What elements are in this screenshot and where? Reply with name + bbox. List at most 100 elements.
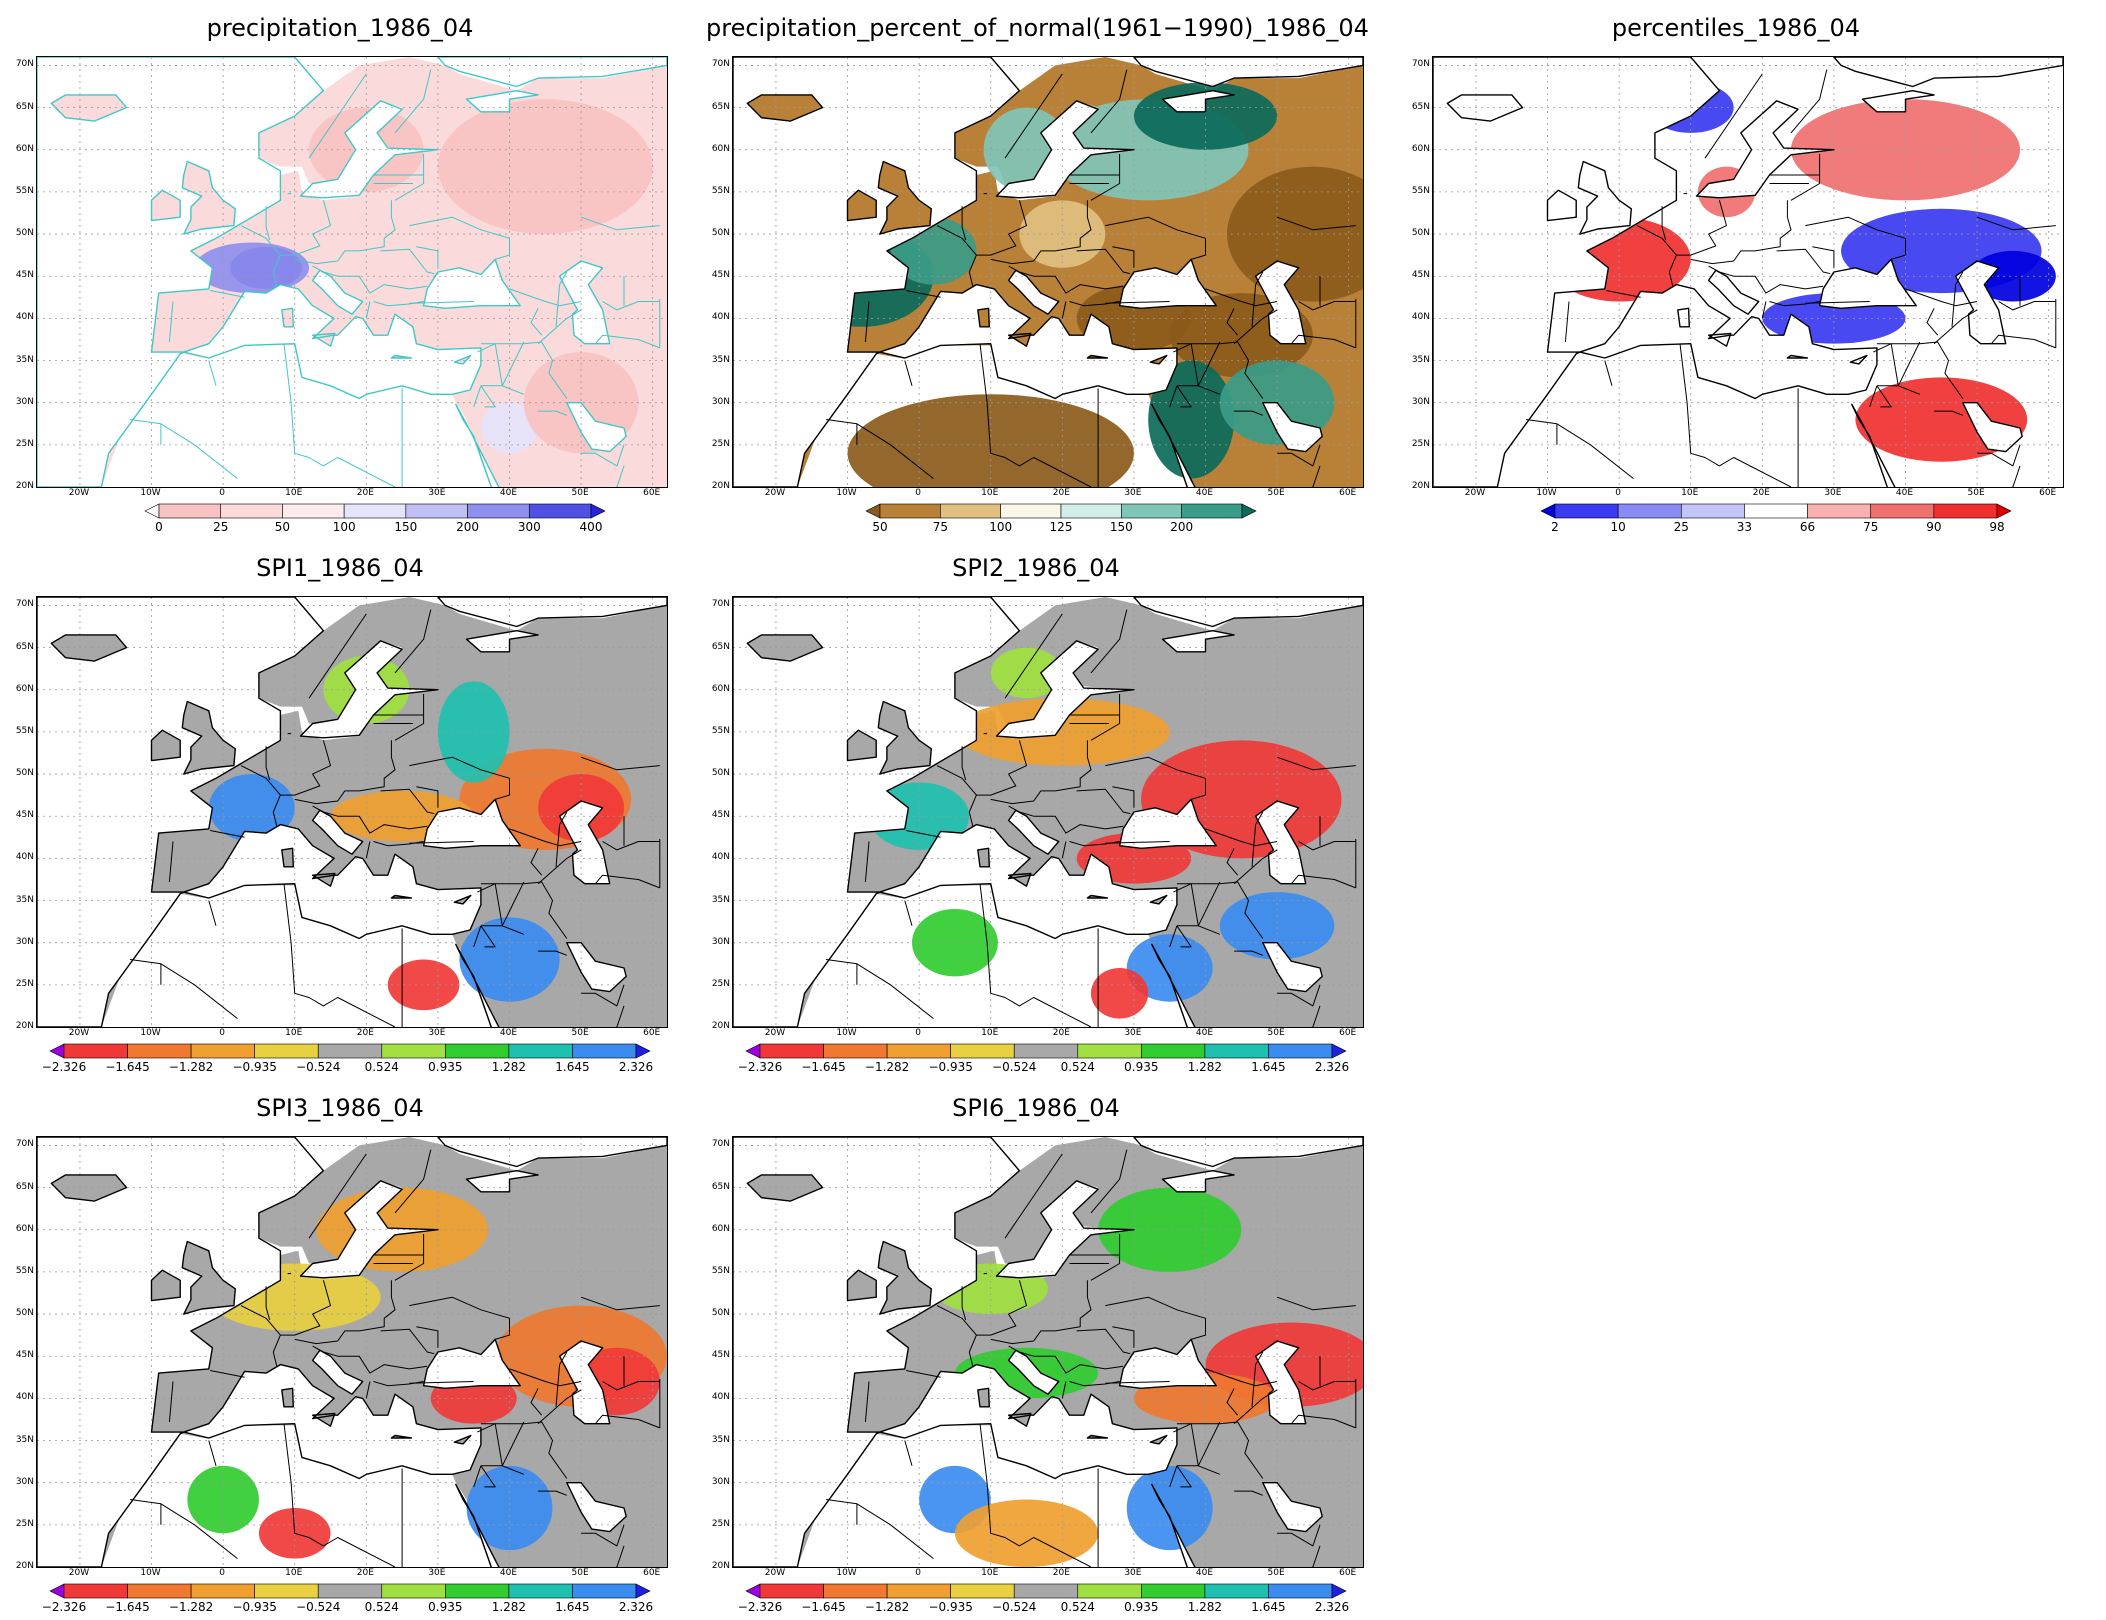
field-anomaly-patch — [1219, 892, 1335, 960]
country-border — [409, 301, 474, 304]
field-anomaly-patch — [187, 1465, 259, 1534]
colorbar-swatch — [220, 503, 283, 519]
island-fill — [1677, 308, 1690, 327]
country-border — [615, 1545, 625, 1567]
map-plot-area — [1432, 56, 2064, 488]
sea-area — [312, 270, 363, 315]
country-border — [530, 308, 543, 336]
coastline — [746, 634, 824, 662]
sea-area — [1162, 630, 1235, 652]
coastline — [1086, 1434, 1109, 1439]
longitude-tick-label: 10W — [836, 488, 857, 498]
coastline — [390, 354, 413, 359]
field-anomaly-patch — [990, 647, 1063, 699]
colorbar-tick-label: 100 — [332, 520, 356, 534]
country-border — [1998, 301, 2056, 311]
country-border — [1076, 248, 1131, 275]
colorbar-ticks: 50 75 100 125 150 200 — [866, 520, 1256, 536]
map-svg — [37, 597, 667, 1027]
map-svg — [733, 597, 1363, 1027]
latitude-tick-label: 50N — [15, 1308, 34, 1319]
sea-mask — [37, 597, 667, 1027]
longitude-tick-label: 50E — [1267, 1028, 1285, 1038]
colorbar-tick-label: 2.326 — [618, 1060, 654, 1074]
island-fill — [182, 161, 236, 235]
latitude-tick-label: 40N — [15, 312, 34, 323]
country-border — [1291, 334, 1356, 349]
country-border — [308, 73, 367, 159]
country-border — [509, 1368, 582, 1387]
colorbar-swatch — [1204, 1583, 1269, 1599]
country-border — [290, 1482, 396, 1567]
country-border — [365, 1381, 371, 1399]
country-border — [864, 841, 870, 883]
country-border — [1812, 246, 1835, 268]
latitude-tick-label: 65N — [711, 1181, 730, 1192]
latitude-tick-label: 35N — [1411, 354, 1430, 365]
map-panel-spi2: SPI2_1986_04 70N 65N 60N 55N 50N 45N 40N 35N 30N 2… — [706, 540, 1366, 1074]
latitude-tick-label: 40N — [711, 852, 730, 863]
latitude-tick-label: 45N — [711, 270, 730, 281]
latitude-tick-label: 70N — [711, 59, 730, 70]
colorbar-legend: 2 10 25 33 66 75 90 98 — [1540, 503, 2012, 538]
colorbar-swatch — [1141, 1043, 1206, 1059]
country-border — [904, 900, 913, 926]
sea-area — [300, 100, 438, 198]
colorbar-tick-label: 0.935 — [1124, 1600, 1159, 1614]
country-border — [1298, 301, 1356, 311]
country-border — [1876, 385, 1920, 395]
longitude-tick-label: 60E — [2039, 488, 2057, 498]
sea-area — [1262, 942, 1323, 992]
colorbar-legend: −2.326 −1.645 −1.282 −0.935 −0.524 0.524 0.935… — [42, 1043, 654, 1078]
country-border — [1311, 1005, 1321, 1027]
coastline — [1161, 1170, 1235, 1193]
field-anomaly-patch — [466, 1465, 553, 1551]
country-border — [602, 841, 660, 851]
coastline — [1149, 354, 1168, 365]
country-border — [380, 1328, 435, 1355]
colorbar-swatch — [886, 1043, 951, 1059]
coastline — [877, 160, 933, 235]
latitude-axis: 70N 65N 60N 55N 50N 45N 40N 35N 30N 25N 20N — [706, 56, 732, 491]
country-border — [1234, 950, 1263, 956]
map-svg — [37, 57, 667, 487]
coastline — [150, 189, 181, 222]
colorbar-swatch — [1013, 1043, 1079, 1059]
latitude-tick-label: 30N — [15, 1476, 34, 1487]
coastline — [1954, 260, 2007, 345]
country-border — [283, 343, 292, 403]
country-border — [1761, 301, 1767, 319]
coastline — [37, 597, 325, 1027]
island-fill — [182, 1241, 236, 1315]
country-border — [856, 1503, 934, 1559]
country-border — [480, 1421, 568, 1479]
country-border — [1226, 308, 1239, 336]
latitude-tick-label: 50N — [711, 1308, 730, 1319]
sea-area — [466, 630, 539, 652]
longitude-tick-label: 50E — [571, 1568, 589, 1578]
colorbar-swatches — [1540, 503, 2012, 519]
country-border — [1934, 410, 1963, 416]
country-border — [501, 1421, 525, 1467]
latitude-axis: 70N 65N 60N 55N 50N 45N 40N 35N 30N 25N 20N — [1406, 56, 1432, 491]
colorbar-swatch — [1077, 1583, 1142, 1599]
longitude-axis: 20W 10W 0 10E 20E 30E 40E 50E 60E — [36, 488, 666, 502]
country-border — [581, 444, 625, 467]
sea-area — [1162, 90, 1235, 112]
colorbar-tick-label: 0.524 — [364, 1060, 399, 1074]
colorbar-tick-label: 66 — [1799, 520, 1816, 534]
longitude-tick-label: 10E — [1681, 488, 1699, 498]
country-border — [1933, 309, 1978, 345]
field-anomaly-patch — [1227, 166, 1363, 302]
colorbar-tick-label: 150 — [1109, 520, 1133, 534]
country-border — [1076, 1328, 1131, 1355]
colorbar-swatch — [190, 1043, 255, 1059]
country-border — [1176, 925, 1192, 948]
colorbar-swatch — [445, 1043, 510, 1059]
sea-area — [1008, 1350, 1059, 1395]
colorbar-tick-label: −0.935 — [928, 1060, 973, 1074]
sea-area — [1119, 1339, 1217, 1389]
country-border — [1090, 1149, 1128, 1214]
country-border — [1173, 1423, 1199, 1466]
colorbar-tick-label: −0.935 — [232, 1060, 277, 1074]
